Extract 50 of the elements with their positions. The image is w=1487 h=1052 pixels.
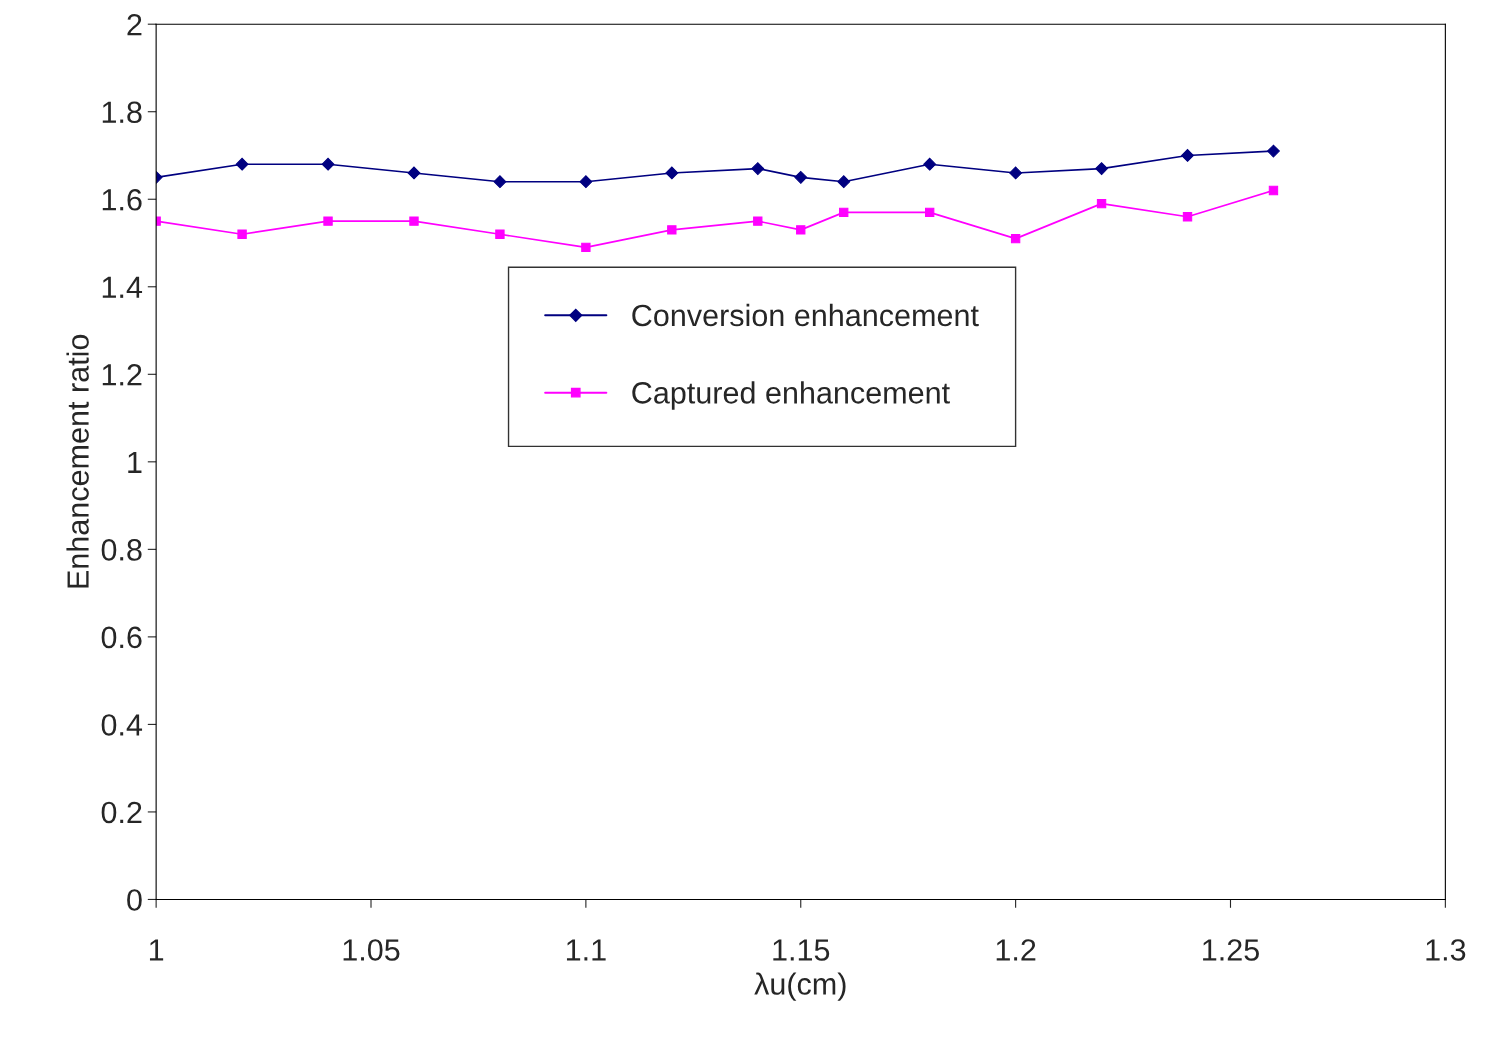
point xyxy=(924,207,935,218)
point xyxy=(1010,233,1021,244)
point xyxy=(493,175,507,189)
x-tick-label: 1.3 xyxy=(1426,939,1466,961)
point xyxy=(665,166,679,180)
x-tick-label: 1.2 xyxy=(996,939,1036,961)
y-tick-label: 1 xyxy=(128,451,142,473)
point xyxy=(407,166,421,180)
y-tick-label: 2 xyxy=(127,13,142,36)
x-tick-label: 1.25 xyxy=(1203,939,1259,961)
point xyxy=(1096,198,1107,209)
point xyxy=(495,229,505,239)
point xyxy=(579,175,593,189)
point xyxy=(581,242,591,253)
point xyxy=(796,225,806,235)
point xyxy=(235,157,249,171)
y-axis-title: Enhancement ratio xyxy=(66,334,89,588)
point xyxy=(839,207,849,218)
x-tick-label: 1.15 xyxy=(773,939,830,961)
legend-label: Conversion enhancement xyxy=(632,303,979,327)
point xyxy=(667,225,677,235)
point xyxy=(1182,212,1193,222)
point xyxy=(794,170,808,184)
y-tick-label: 0.4 xyxy=(101,714,143,736)
point xyxy=(323,216,333,226)
x-tick-label: 1.1 xyxy=(566,939,606,961)
x-axis-title: λu(cm) xyxy=(754,972,846,1001)
point xyxy=(1095,162,1108,176)
point xyxy=(751,162,765,176)
y-tick-label: 1.4 xyxy=(102,276,143,298)
point xyxy=(321,157,335,171)
legend-label: Captured enhancement xyxy=(632,381,950,410)
y-tick-label: 0.6 xyxy=(101,626,142,649)
point xyxy=(237,229,247,239)
x-tick-label: 1.05 xyxy=(343,939,400,961)
y-tick-label: 1.2 xyxy=(102,364,142,386)
y-tick-label: 0.2 xyxy=(101,801,142,824)
y-tick-label: 1.8 xyxy=(102,101,142,124)
point xyxy=(1267,144,1280,158)
point xyxy=(753,216,763,226)
y-tick-label: 0.8 xyxy=(101,539,142,561)
point xyxy=(837,175,851,189)
y-tick-label: 1.6 xyxy=(102,188,142,211)
point xyxy=(1009,166,1023,180)
point xyxy=(409,216,419,226)
x-tick-label: 1 xyxy=(149,939,164,961)
y-tick-label: 0 xyxy=(127,889,142,911)
point xyxy=(1268,185,1279,196)
point xyxy=(923,157,937,171)
point xyxy=(1181,149,1194,162)
